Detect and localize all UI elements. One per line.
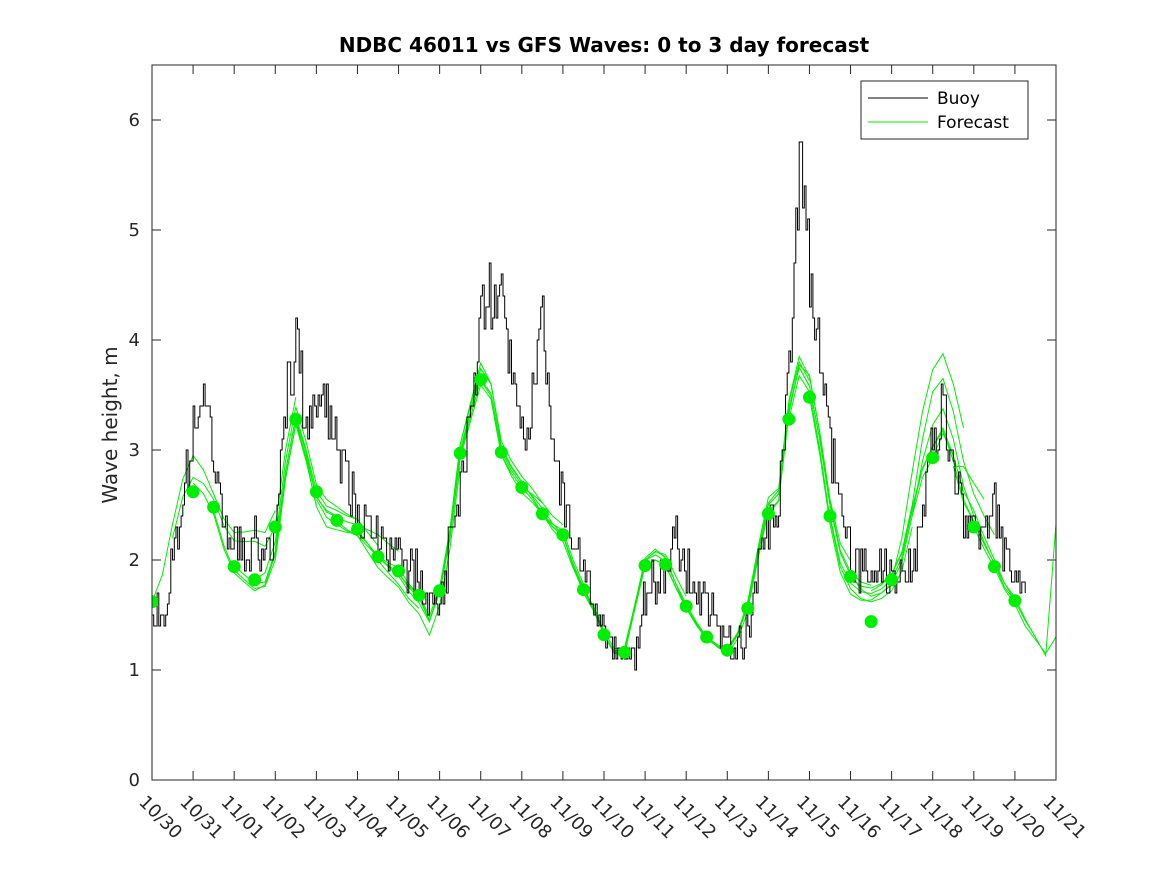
forecast-point [268,520,282,534]
forecast-point [926,451,940,465]
forecast-point [535,507,549,521]
forecast-point [659,557,673,571]
forecast-point [618,645,631,659]
legend-box [860,80,1029,140]
y-tick-label: 5 [129,220,140,241]
y-tick-label: 4 [129,330,140,351]
forecast-line [953,466,985,500]
legend-label-forecast: Forecast [937,113,1009,133]
forecast-point [494,445,508,459]
y-tick-label: 1 [129,660,140,681]
forecast-point [577,583,590,597]
forecast-point [515,480,529,494]
forecast-point [987,560,1001,574]
y-tick-label: 6 [129,110,140,131]
forecast-line [952,466,1056,658]
forecast-point [885,573,899,587]
legend: Buoy Forecast [860,80,1029,140]
series-layer [152,141,1056,671]
forecast-point [474,373,488,387]
forecast-line [891,352,964,580]
y-axis-label: Wave height, m [98,346,122,503]
forecast-point [761,507,775,521]
forecast-point [679,599,693,613]
forecast-point [967,520,981,534]
y-tick-label: 2 [129,550,140,571]
forecast-point [248,573,262,587]
forecast-point [453,446,467,460]
forecast-point [207,500,221,514]
forecast-point [412,588,426,602]
forecast-point [700,630,714,644]
forecast-point [227,560,241,574]
forecast-point [371,550,385,564]
chart-title: NDBC 46011 vs GFS Waves: 0 to 3 day fore… [339,33,870,57]
legend-label-buoy: Buoy [937,89,980,109]
forecast-point [392,564,405,578]
forecast-point [597,628,611,642]
forecast-point [186,485,200,499]
forecast-point [720,643,734,657]
forecast-point [330,513,344,527]
forecast-point [782,412,796,426]
axis-ticks [151,65,1057,781]
buoy-line [152,141,1026,671]
forecast-point [433,584,447,598]
plot-frame [151,64,1057,781]
forecast-point [638,559,652,572]
forecast-point [741,601,755,615]
forecast-point [1008,594,1022,608]
forecast-point [803,390,816,404]
forecast-point [864,615,878,629]
forecast-point [844,570,857,583]
forecast-point [823,509,837,523]
y-tick-label: 0 [129,770,140,791]
forecast-point [309,485,323,499]
forecast-point [289,412,303,426]
y-tick-label: 3 [129,440,140,461]
forecast-point [556,528,570,542]
forecast-line [768,366,892,597]
forecast-line [932,432,1036,638]
forecast-point [351,522,364,536]
forecast-point [152,595,159,609]
